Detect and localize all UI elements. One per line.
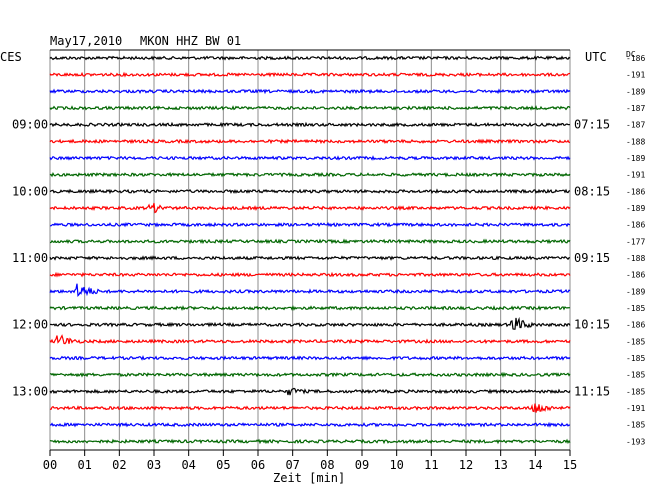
x-tick-label: 11 [424, 458, 438, 472]
x-tick-label: 12 [459, 458, 473, 472]
trace-row [49, 371, 571, 378]
trace-row [49, 421, 571, 428]
dc-offset-label: -186 [626, 221, 645, 230]
trace-row [49, 55, 571, 61]
x-axis-label: Zeit [min] [273, 471, 345, 485]
dc-offset-label: -185 [626, 337, 645, 346]
trace-row [49, 438, 571, 445]
x-tick-label: 04 [181, 458, 195, 472]
trace-row [49, 88, 571, 95]
trace-row [49, 71, 571, 78]
x-tick-label: 15 [563, 458, 577, 472]
trace-row [49, 271, 571, 278]
dc-offset-label: -185 [626, 371, 645, 380]
dc-column-label: DC [626, 50, 636, 59]
dc-offset-label: -193 [626, 437, 645, 446]
x-tick-label: 09 [355, 458, 369, 472]
left-hour-label: 09:00 [12, 118, 48, 132]
dc-offset-label: -191 [626, 404, 645, 413]
dc-offset-label: -187 [626, 121, 645, 130]
left-timezone-label: CES [0, 50, 22, 64]
trace-row [49, 202, 571, 214]
trace-row [49, 238, 571, 245]
right-timezone-label: UTC [585, 50, 607, 64]
dc-offset-label: -185 [626, 421, 645, 430]
seismic-traces [49, 55, 571, 445]
trace-row [49, 354, 571, 362]
x-tick-label: 06 [251, 458, 265, 472]
trace-row [49, 305, 571, 312]
trace-row [49, 171, 571, 178]
trace-row [49, 316, 571, 330]
x-tick-label: 14 [528, 458, 542, 472]
dc-offset-label: -191 [626, 71, 645, 80]
x-tick-label: 01 [77, 458, 91, 472]
trace-row [49, 255, 571, 261]
dc-offset-label: -189 [626, 87, 645, 96]
right-hour-label: 07:15 [574, 118, 610, 132]
dc-offset-label: -177 [626, 237, 645, 246]
dc-offset-label: -186 [626, 54, 645, 63]
plot-grid [49, 50, 571, 450]
x-tick-label: 00 [43, 458, 57, 472]
trace-row [49, 403, 571, 413]
dc-offset-label: -186 [626, 271, 645, 280]
dc-offset-label: -185 [626, 304, 645, 313]
dc-offset-label: -185 [626, 387, 645, 396]
right-hour-label: 08:15 [574, 184, 610, 198]
trace-row [49, 387, 571, 396]
chart-date: May17,2010 [50, 34, 122, 48]
left-hour-label: 10:00 [12, 184, 48, 198]
trace-row [49, 121, 571, 128]
dc-offset-labels: -186 -191 -189 -187 -187 -188 -189 -191 -186 -189… [626, 54, 645, 446]
chart-station: MKON HHZ BW 01 [140, 34, 241, 48]
dc-offset-label: -188 [626, 137, 645, 146]
right-hour-labels: 07:15 08:15 09:15 10:15 11:15 [574, 118, 610, 399]
x-tick-label: 03 [147, 458, 161, 472]
dc-offset-label: -189 [626, 154, 645, 163]
left-hour-label: 12:00 [12, 318, 48, 332]
right-hour-label: 11:15 [574, 384, 610, 398]
dc-offset-label: -185 [626, 354, 645, 363]
dc-offset-label: -186 [626, 187, 645, 196]
x-tick-label: 02 [112, 458, 126, 472]
trace-row [49, 334, 571, 345]
x-tick-label: 08 [320, 458, 334, 472]
trace-row [49, 221, 571, 228]
x-tick-label: 07 [285, 458, 299, 472]
dc-offset-label: -188 [626, 254, 645, 263]
left-hour-label: 13:00 [12, 384, 48, 398]
right-hour-label: 09:15 [574, 251, 610, 265]
dc-offset-label: -189 [626, 287, 645, 296]
trace-row [49, 188, 571, 195]
trace-row [49, 138, 571, 145]
right-hour-label: 10:15 [574, 318, 610, 332]
trace-row [49, 155, 571, 161]
left-hour-label: 11:00 [12, 251, 48, 265]
trace-row [49, 283, 571, 297]
x-tick-label: 13 [493, 458, 507, 472]
dc-offset-label: -186 [626, 321, 645, 330]
x-axis-ticks: 00 01 02 03 04 05 06 07 08 09 10 11 12 13 14 15 [43, 450, 577, 472]
dc-offset-label: -187 [626, 104, 645, 113]
dc-offset-label: -191 [626, 171, 645, 180]
x-tick-label: 10 [389, 458, 403, 472]
left-hour-labels: 09:00 10:00 11:00 12:00 13:00 [12, 118, 48, 399]
trace-row [49, 105, 571, 111]
x-tick-label: 05 [216, 458, 230, 472]
dc-offset-label: -189 [626, 204, 645, 213]
